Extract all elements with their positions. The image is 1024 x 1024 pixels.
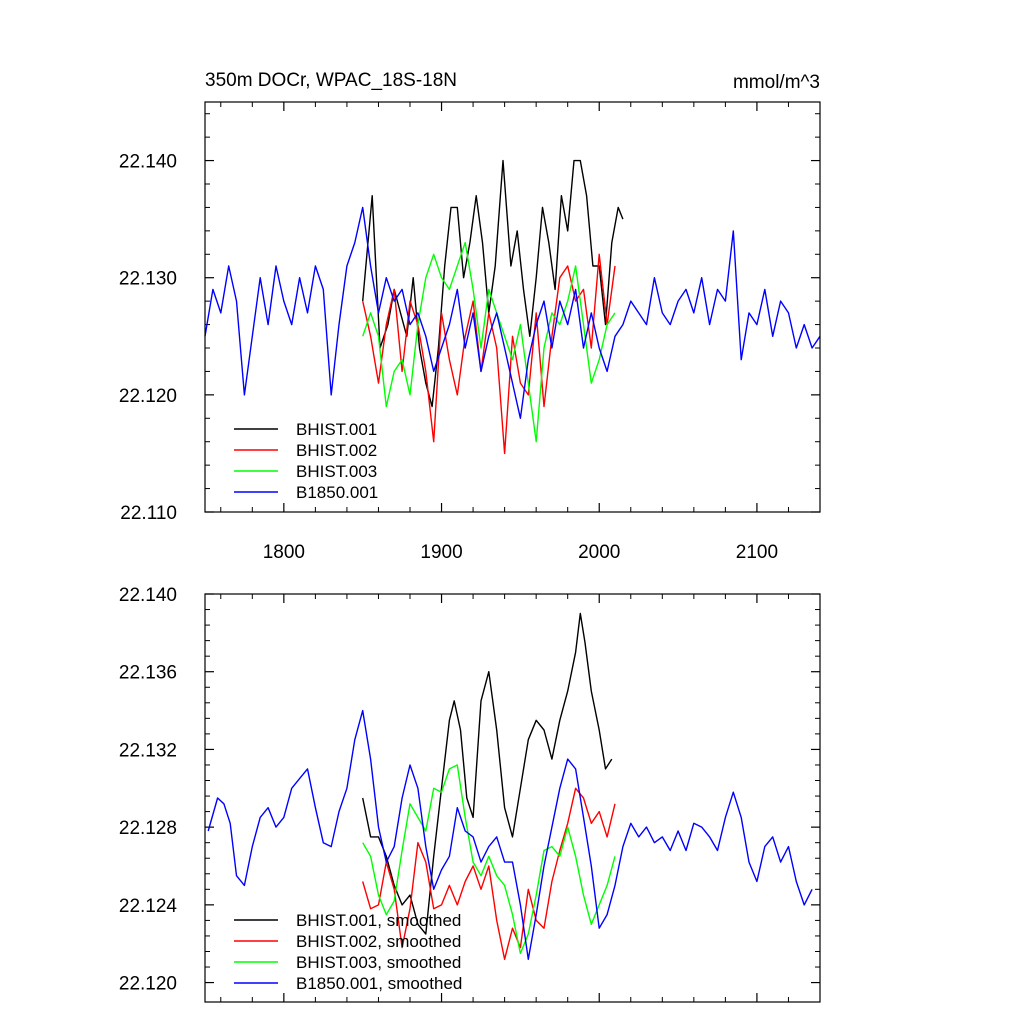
y-tick-label: 22.140: [119, 585, 177, 606]
series-line-bhist-001-smoothed: [362, 612, 613, 935]
bottom-axis-ticks: 22.120 22.124 22.128 22.132 22.136 22.140: [119, 585, 821, 1002]
x-tick-label: 2000: [578, 542, 620, 563]
series-line-bhist-003: [362, 241, 616, 443]
y-tick-label: 22.120: [119, 386, 177, 407]
y-tick-label: 22.124: [119, 896, 178, 917]
legend-label: B1850.001, smoothed: [296, 974, 462, 993]
y-tick-label: 22.110: [120, 503, 177, 524]
bottom-legend: BHIST.001, smoothed BHIST.002, smoothed BH…: [234, 911, 462, 993]
legend-label: BHIST.003: [296, 462, 377, 481]
units-label: mmol/m^3: [733, 72, 820, 93]
y-tick-label: 22.130: [119, 269, 177, 290]
y-tick-label: 22.136: [119, 663, 177, 684]
series-line-bhist-003-smoothed: [362, 764, 616, 955]
y-tick-label: 22.120: [119, 974, 177, 995]
series-line-bhist-002: [362, 253, 616, 455]
legend-label: BHIST.002, smoothed: [296, 932, 461, 951]
bottom-panel: 22.120 22.124 22.128 22.132 22.136 22.140 BHI…: [119, 585, 821, 1003]
chart-title: 350m DOCr, WPAC_18S-18N: [205, 70, 457, 91]
x-tick-label: 2100: [736, 542, 778, 563]
x-tick-label: 1900: [420, 542, 462, 563]
y-tick-label: 22.128: [119, 818, 177, 839]
y-tick-label: 22.132: [119, 740, 177, 761]
top-axis-ticks: 1800 1900 2000 2100 22.110 22.120 22.130 22.140: [119, 102, 821, 563]
x-tick-label: 1800: [263, 542, 305, 563]
legend-label: BHIST.001, smoothed: [296, 911, 461, 930]
series-line-b1850-001-smoothed: [207, 709, 813, 960]
series-line-bhist-002-smoothed: [362, 787, 616, 960]
series-line-b1850-001: [204, 206, 821, 419]
y-tick-label: 22.140: [119, 152, 177, 173]
legend-label: BHIST.003, smoothed: [296, 953, 461, 972]
legend-label: BHIST.001: [296, 420, 377, 439]
top-panel: 350m DOCr, WPAC_18S-18N mmol/m^3 1800 190…: [119, 70, 821, 563]
top-plot-frame: [204, 101, 821, 513]
bottom-plot-frame: [204, 593, 821, 1003]
top-series-group: [204, 159, 821, 455]
legend-label: B1850.001: [296, 483, 378, 502]
top-legend: BHIST.001 BHIST.002 BHIST.003 B1850.001: [234, 420, 378, 502]
series-line-bhist-001: [362, 159, 624, 408]
bottom-series-group: [207, 612, 813, 960]
legend-label: BHIST.002: [296, 441, 377, 460]
